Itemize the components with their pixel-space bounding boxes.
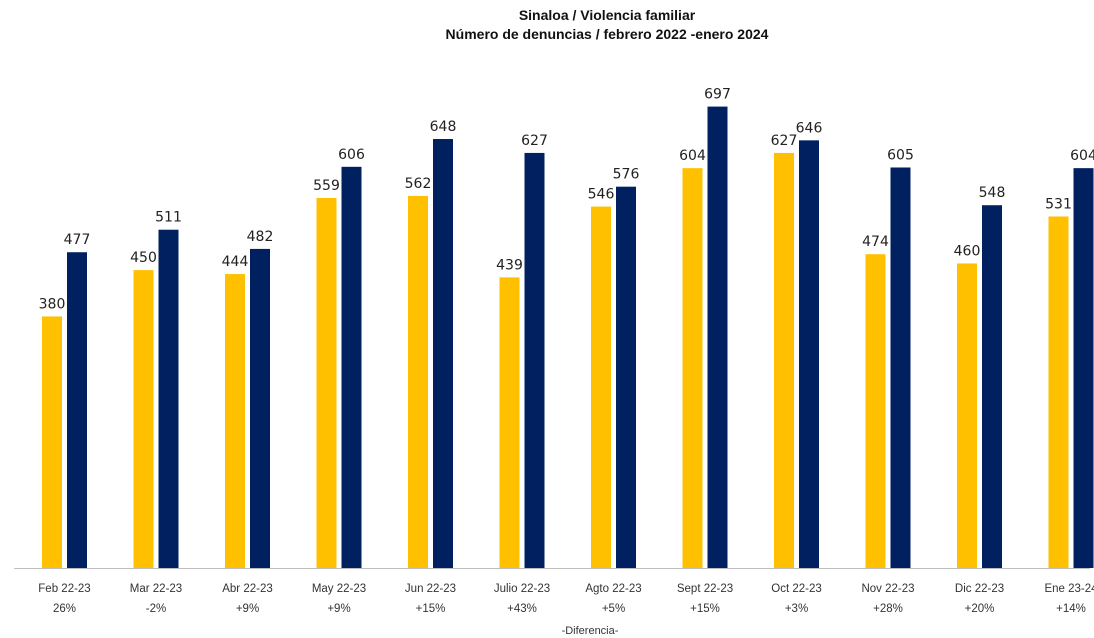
data-label-series2-7: 576 <box>613 167 640 183</box>
data-label-series2-5: 648 <box>430 119 457 135</box>
difference-label-11: +20% <box>965 603 995 615</box>
category-label-9: Oct 22-23 <box>771 583 822 595</box>
data-label-series1-4: 559 <box>313 178 340 194</box>
bar-series1-6 <box>499 277 520 568</box>
bar-series2-12 <box>1073 168 1094 569</box>
data-label-series1-11: 460 <box>954 243 981 259</box>
data-label-series1-10: 474 <box>862 234 889 250</box>
difference-label-12: +14% <box>1056 603 1086 615</box>
bar-series1-3 <box>225 274 245 568</box>
difference-label-3: +9% <box>236 603 259 615</box>
category-label-8: Sept 22-23 <box>677 583 733 595</box>
difference-label-10: +28% <box>873 603 903 615</box>
bar-series2-7 <box>616 186 636 569</box>
bar-series2-11 <box>982 205 1002 568</box>
bar-series1-9 <box>774 152 794 568</box>
bar-series1-5 <box>408 195 428 568</box>
category-label-7: Agto 22-23 <box>585 583 641 595</box>
category-label-12: Ene 23-24 <box>1044 583 1094 595</box>
data-label-series1-5: 562 <box>405 176 432 192</box>
bar-series2-2 <box>158 229 179 568</box>
difference-label-7: +5% <box>602 603 625 615</box>
bar-series1-11 <box>957 263 977 568</box>
bar-series2-5 <box>433 139 453 569</box>
bar-series2-6 <box>524 152 545 568</box>
data-label-series2-1: 477 <box>64 232 91 248</box>
data-label-series2-11: 548 <box>979 185 1006 201</box>
bar-series2-9 <box>799 140 819 568</box>
category-label-10: Nov 22-23 <box>861 583 914 595</box>
difference-label-5: +15% <box>416 603 446 615</box>
bar-series2-8 <box>707 106 728 568</box>
difference-label-4: +9% <box>327 603 350 615</box>
data-label-series1-2: 450 <box>130 250 157 266</box>
data-label-series1-8: 604 <box>679 148 706 164</box>
bar-series2-3 <box>250 248 270 568</box>
difference-label-1: 26% <box>53 603 76 615</box>
data-label-series2-12: 604 <box>1070 148 1094 164</box>
category-label-3: Abr 22-23 <box>222 583 273 595</box>
data-label-series2-4: 606 <box>338 147 365 163</box>
difference-caption: -Diferencia- <box>562 625 619 637</box>
bar-series1-10 <box>865 254 886 568</box>
data-label-series1-12: 531 <box>1045 196 1072 212</box>
category-label-1: Feb 22-23 <box>38 583 90 595</box>
bar-series2-10 <box>890 167 911 569</box>
bar-series1-7 <box>591 206 611 568</box>
bar-series1-12 <box>1048 216 1069 568</box>
category-label-11: Dic 22-23 <box>955 583 1004 595</box>
data-label-series1-1: 380 <box>39 296 66 312</box>
data-label-series2-9: 646 <box>796 120 823 136</box>
bar-series1-4 <box>316 197 337 568</box>
data-label-series2-3: 482 <box>247 229 274 245</box>
category-label-4: May 22-23 <box>312 583 366 595</box>
bar-series1-8 <box>682 168 703 569</box>
data-label-series2-8: 697 <box>704 87 731 103</box>
bar-series1-2 <box>133 270 154 568</box>
bar-series1-1 <box>42 316 62 568</box>
difference-label-6: +43% <box>507 603 537 615</box>
data-label-series1-3: 444 <box>222 254 249 270</box>
data-label-series1-6: 439 <box>496 257 523 273</box>
category-label-6: Julio 22-23 <box>494 583 550 595</box>
difference-label-8: +15% <box>690 603 720 615</box>
data-label-series2-2: 511 <box>155 210 182 226</box>
data-label-series2-10: 605 <box>887 147 914 163</box>
data-label-series1-9: 627 <box>771 133 798 149</box>
difference-label-9: +3% <box>785 603 808 615</box>
category-label-5: Jun 22-23 <box>405 583 456 595</box>
bar-series2-1 <box>67 252 87 568</box>
category-label-2: Mar 22-23 <box>130 583 182 595</box>
data-label-series1-7: 546 <box>588 187 615 203</box>
difference-label-2: -2% <box>146 603 166 615</box>
chart-subtitle: Número de denuncias / febrero 2022 -ener… <box>445 26 769 42</box>
bar-series2-4 <box>341 166 362 568</box>
chart-title: Sinaloa / Violencia familiar <box>518 7 696 23</box>
data-label-series2-6: 627 <box>521 133 548 149</box>
chart-title-block: Sinaloa / Violencia familiar Número de d… <box>0 6 1094 44</box>
